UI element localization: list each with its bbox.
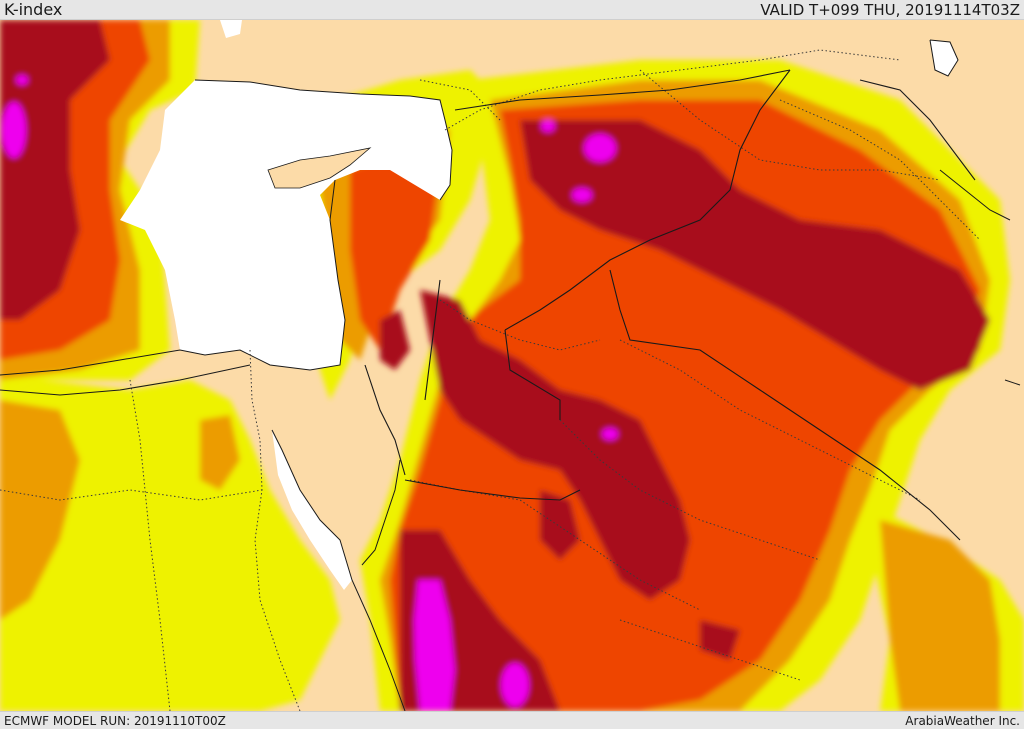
k-index-map: [0, 20, 1024, 711]
coastlines: [0, 39, 1021, 711]
cyprus-island: [267, 147, 372, 189]
valid-time-label: VALID T+099 THU, 20191114T03Z: [760, 1, 1020, 19]
model-run-label: ECMWF MODEL RUN: 20191110T00Z: [4, 714, 226, 728]
map-title: K-index: [4, 0, 63, 19]
footer-bar: ECMWF MODEL RUN: 20191110T00Z ArabiaWeat…: [0, 711, 1024, 729]
header-bar: K-index VALID T+099 THU, 20191114T03Z: [0, 0, 1024, 20]
map-canvas: [0, 20, 1024, 711]
major-borders: [0, 69, 976, 541]
sea-layer: [120, 20, 958, 590]
credit-label: ArabiaWeather Inc.: [905, 714, 1020, 728]
k-index-magenta-spots: [2, 75, 618, 711]
country-borders: [0, 49, 981, 711]
